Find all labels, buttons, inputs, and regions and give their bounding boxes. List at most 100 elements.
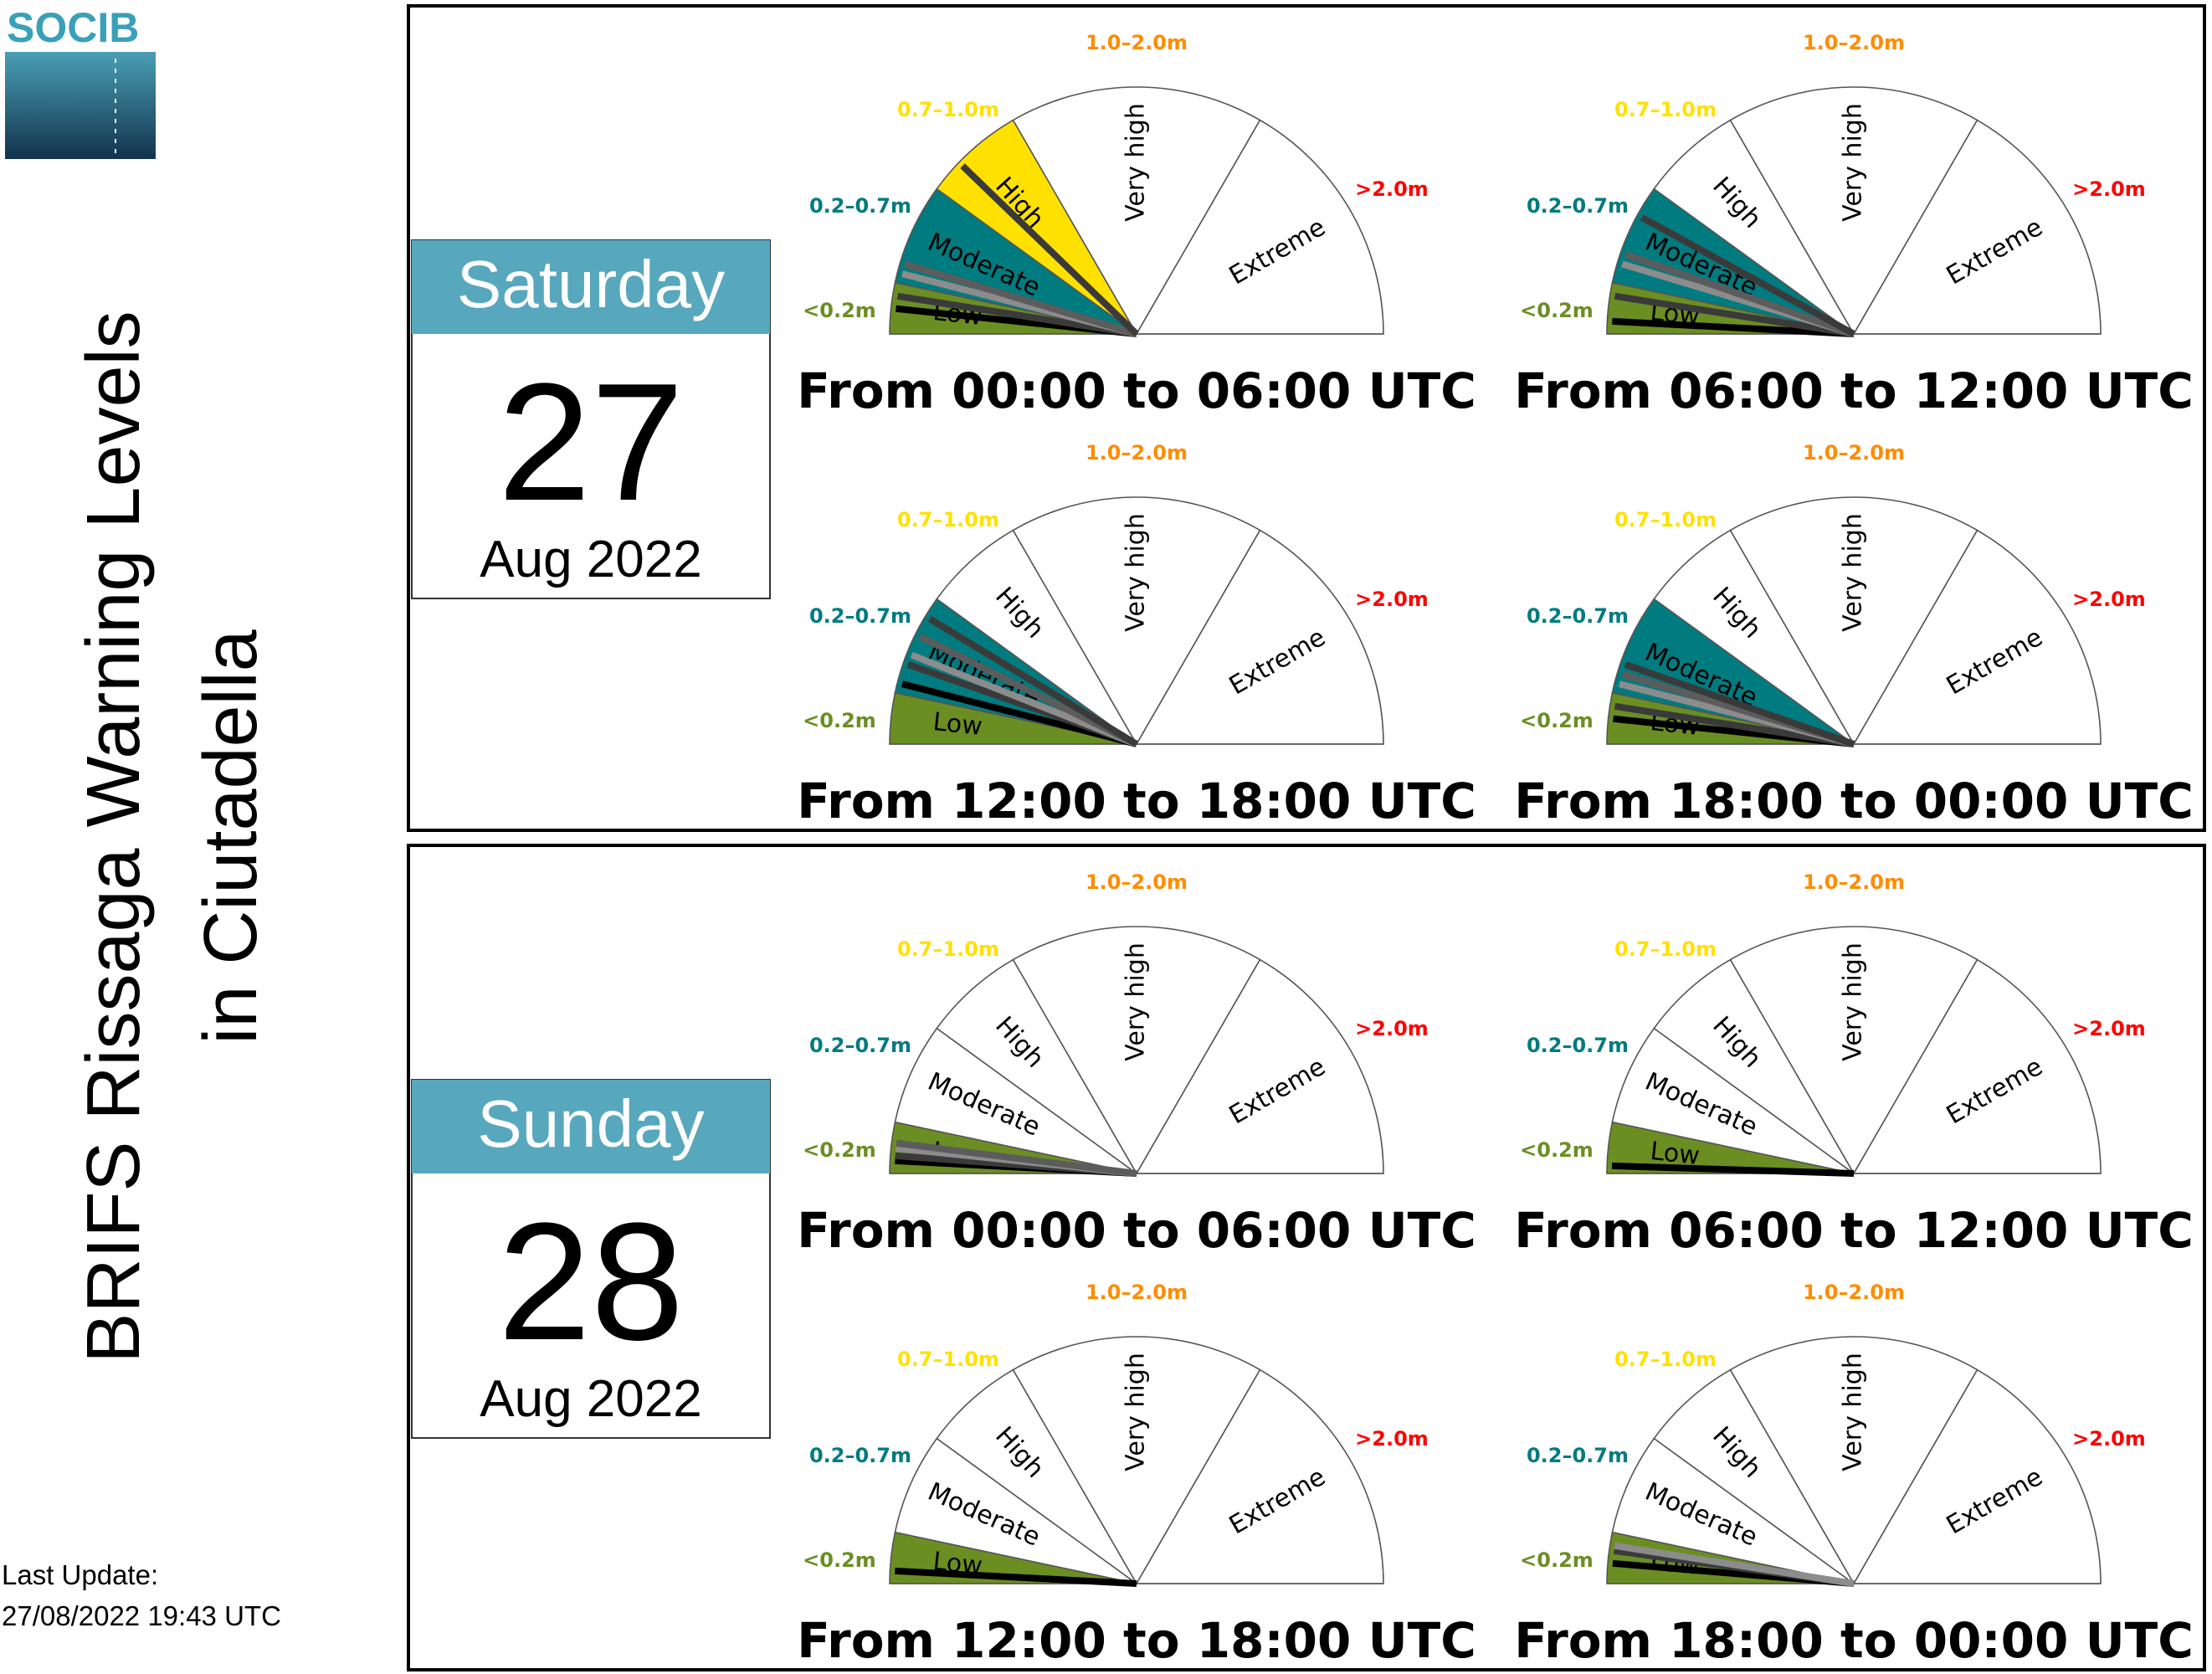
day-frame [407,844,2206,1671]
gauge-needle [1624,661,1855,747]
gauge-sector-extreme [1852,529,2102,745]
gauge-range-label: 1.0–2.0m [1803,870,1905,894]
gauge-range-label: <0.2m [1520,299,1594,322]
gauge-needle [895,1567,1137,1587]
gauge-sector-very-high [1012,1336,1261,1585]
gauge-sector-high [1653,958,1855,1174]
gauge-range-label: 1.0–2.0m [1803,1281,1905,1304]
gauge-range-label: 1.0–2.0m [1085,31,1188,54]
calendar-month-year: Aug 2022 [480,1370,701,1428]
gauge-sector-extreme [1852,958,2102,1174]
gauge-range-label: 1.0–2.0m [1085,1281,1188,1304]
gauge-range-label: 0.2–0.7m [809,1444,911,1467]
gauge-sector-high [936,119,1137,335]
gauge-needle [960,163,1139,336]
gauge-sector-moderate [894,1437,1137,1584]
calendar-header [412,240,770,334]
calendar-day-name: Sunday [477,1086,704,1161]
page-title-line1: BRIFS Rissaga Warning Levels [72,311,156,1363]
gauge-sector-high [936,529,1137,745]
calendar-day-name: Saturday [457,247,725,321]
gauge-range-label: <0.2m [1520,709,1594,732]
gauge-needle [901,680,1137,747]
gauge-title: From 12:00 to 18:00 UTC [797,773,1476,829]
gauge-sector-extreme [1852,1368,2102,1584]
gauge-range-label: 1.0–2.0m [1803,441,1905,465]
gauge-sector-moderate [1611,1027,1855,1174]
gauge-sector-high [1653,119,1855,335]
gauge-needle [1624,251,1855,337]
gauge-range-label: 0.7–1.0m [1614,98,1717,121]
gauge-title: From 00:00 to 06:00 UTC [797,1202,1476,1259]
gauge-sector-very-high [1012,926,1261,1175]
gauge-range-label: 0.2–0.7m [1527,194,1629,218]
gauge-needle [1614,702,1855,747]
gauge-level-label: Very high [1839,942,1868,1061]
gauge-range-label: 0.7–1.0m [897,508,999,531]
gauge-needle [927,615,1139,747]
gauge-sector-very-high [1729,926,1978,1175]
gauge-range-label: 0.2–0.7m [1527,604,1629,628]
gauge-level-label: Very high [1121,103,1151,222]
gauge-range-label: 0.7–1.0m [1614,937,1717,961]
gauge-level-label: Very high [1839,103,1868,222]
gauge-sector-moderate [1611,598,1855,745]
gauge-sector-very-high [1729,86,1978,336]
gauge-range-label: 0.2–0.7m [809,604,911,628]
gauge-sector-moderate [894,187,1137,335]
gauge-title: From 18:00 to 00:00 UTC [1514,773,2194,829]
gauge-range-label: <0.2m [803,299,876,322]
gauge-needle [1612,317,1855,337]
gauge-sector-very-high [1729,496,1978,746]
gauge-range-label: 0.7–1.0m [897,937,999,961]
gauge-range-label: >2.0m [2072,1427,2146,1451]
last-update-label: Last Update: [2,1559,158,1590]
gauge-range-label: 1.0–2.0m [1085,870,1188,894]
gauge-sector-extreme [1852,119,2102,335]
page-title: BRIFS Rissaga Warning Levels in Ciutadel… [72,311,273,1363]
gauge-sector-high [1653,529,1855,745]
gauge-level-label: Very high [1839,1353,1868,1471]
gauge-range-label: 1.0–2.0m [1085,441,1188,465]
gauge-range-label: 0.2–0.7m [809,194,911,218]
gauge-needle [1611,1162,1855,1177]
gauge-sector-moderate [1611,1437,1855,1584]
gauge-title: From 00:00 to 06:00 UTC [797,362,1476,419]
gauge-range-label: <0.2m [1520,1548,1594,1572]
last-update-value: 27/08/2022 19:43 UTC [2,1600,281,1631]
gauge-sector-very-high [1012,496,1261,746]
gauge-title: From 06:00 to 12:00 UTC [1514,1202,2194,1259]
gauge-range-label: 0.7–1.0m [1614,508,1717,531]
calendar-header [412,1080,770,1173]
gauge-range-label: >2.0m [2072,177,2146,201]
gauge-level-label: Very high [1121,513,1151,632]
gauge-sector-extreme [1135,958,1384,1174]
gauge-level-label: Very high [1839,513,1868,632]
calendar-date: 28 [498,1189,684,1375]
gauge-needle [896,292,1137,337]
day-frame [407,4,2206,832]
gauge-needle [1614,1542,1855,1587]
page-title-line2: in Ciutadella [189,629,273,1044]
gauge-level-label: Low [932,707,983,742]
gauge-range-label: <0.2m [1520,1138,1594,1162]
gauge-range-label: >2.0m [2072,588,2146,611]
gauge-sector-extreme [1135,529,1384,745]
gauge-range-label: >2.0m [1355,1427,1429,1451]
gauge-range-label: <0.2m [803,709,876,732]
gauge-needle [896,1139,1137,1177]
gauge-level-label: Very high [1121,942,1151,1061]
gauge-range-label: 0.2–0.7m [1527,1034,1629,1057]
gauge-sector-moderate [894,1027,1137,1174]
gauge-range-label: <0.2m [803,1138,876,1162]
gauge-range-label: <0.2m [803,1548,876,1572]
gauge-sector-high [936,958,1137,1174]
socib-logo: SOCIB [5,4,156,159]
gauge-title: From 18:00 to 00:00 UTC [1514,1612,2194,1669]
